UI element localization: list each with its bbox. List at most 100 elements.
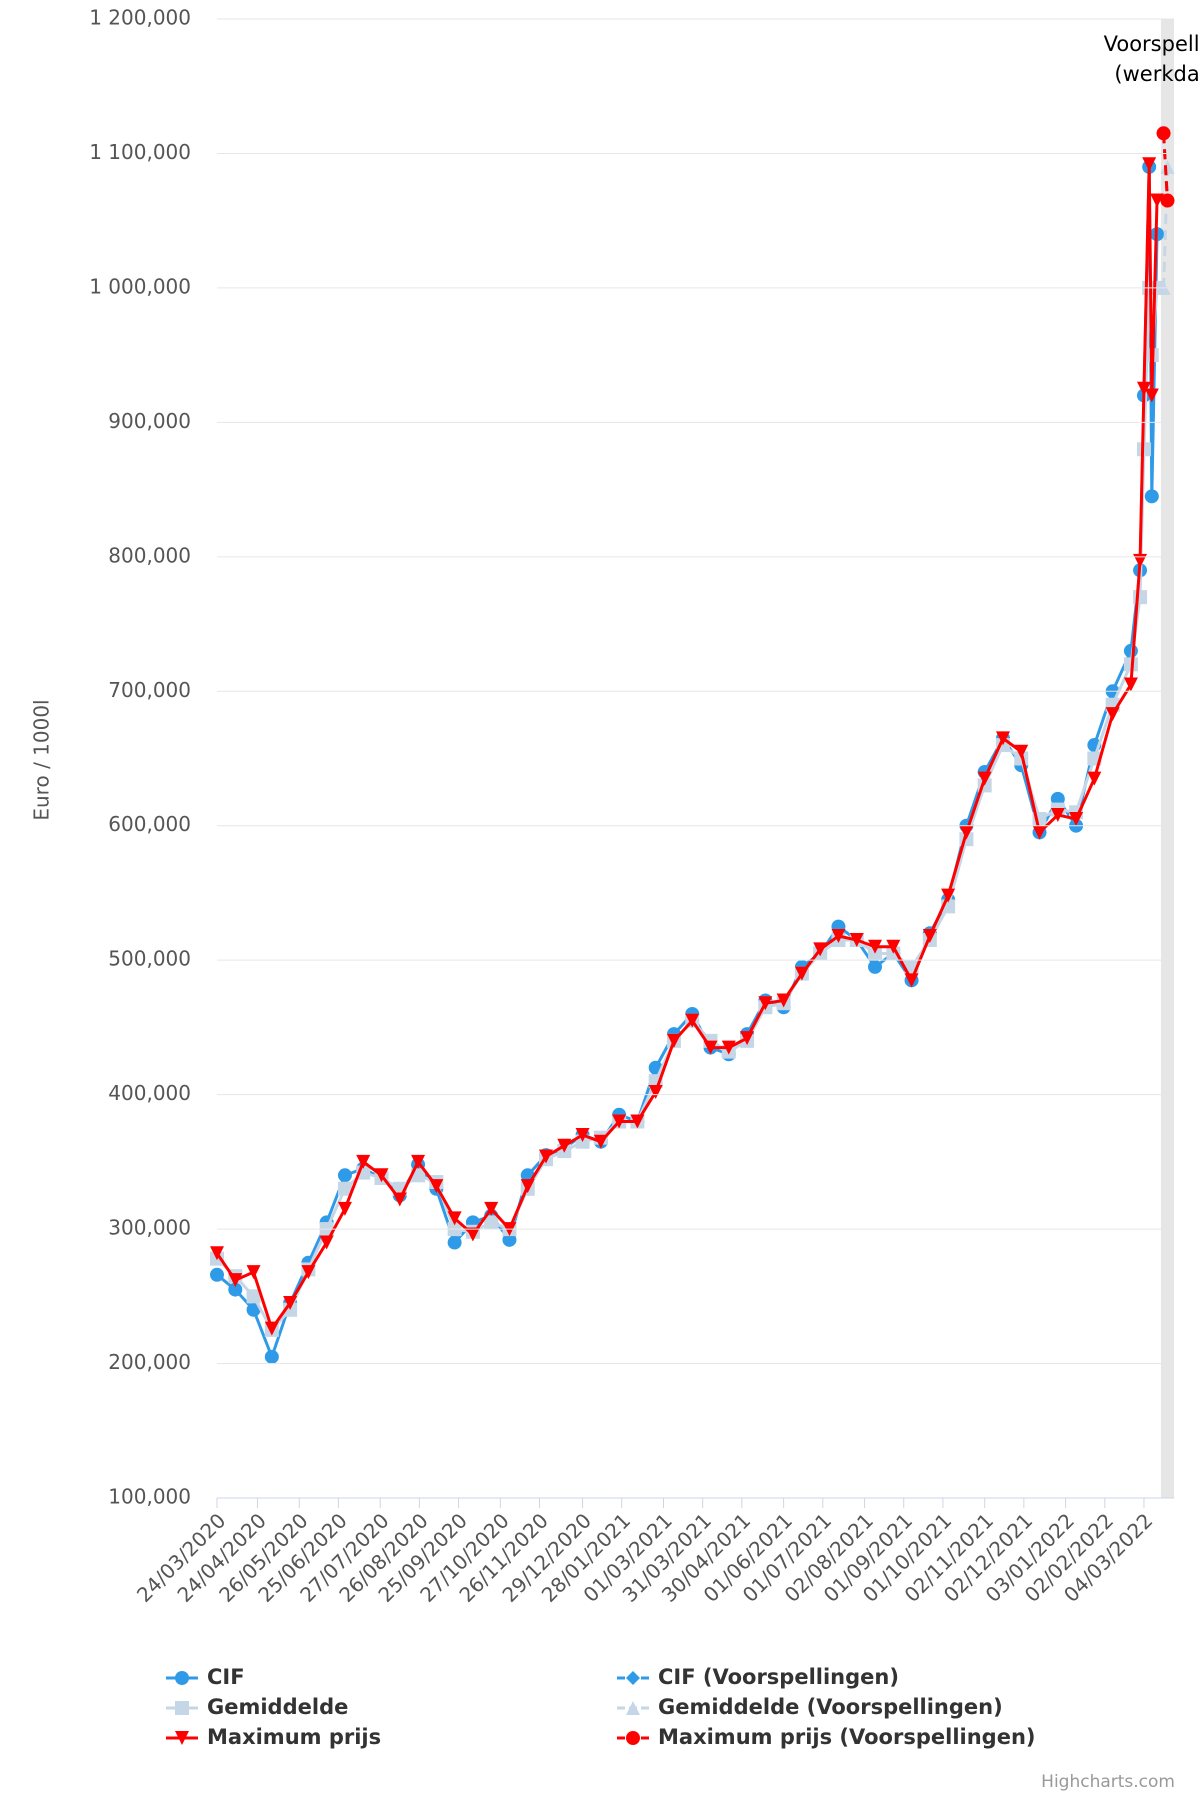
data-point bbox=[1144, 388, 1159, 403]
data-point bbox=[484, 1215, 499, 1230]
data-point bbox=[1144, 489, 1159, 504]
data-point bbox=[868, 959, 883, 974]
data-point bbox=[813, 942, 828, 957]
y-tick-label: 1 000,000 bbox=[89, 274, 191, 298]
data-point bbox=[246, 1265, 261, 1280]
data-point bbox=[1133, 590, 1148, 605]
data-point bbox=[630, 1114, 645, 1129]
data-point bbox=[1160, 193, 1175, 208]
data-point bbox=[1136, 381, 1151, 396]
legend-item: Maximum prijs (Voorspellingen) bbox=[617, 1725, 1036, 1749]
data-point bbox=[941, 888, 956, 903]
legend-label: Maximum prijs (Voorspellingen) bbox=[658, 1725, 1036, 1749]
data-point bbox=[922, 928, 937, 943]
data-point bbox=[210, 1246, 224, 1261]
data-point bbox=[283, 1296, 298, 1311]
data-point bbox=[447, 1211, 462, 1226]
series-line bbox=[1162, 133, 1169, 201]
legend-label: Gemiddelde (Voorspellingen) bbox=[658, 1695, 1003, 1719]
y-tick-label: 100,000 bbox=[108, 1485, 191, 1509]
legend-item: Maximum prijs bbox=[166, 1725, 381, 1749]
legend-symbol bbox=[626, 1701, 640, 1715]
data-point bbox=[612, 1114, 627, 1129]
legend-label: CIF bbox=[207, 1665, 245, 1689]
data-point bbox=[1142, 157, 1157, 172]
data-point bbox=[1150, 193, 1165, 208]
data-point bbox=[904, 973, 919, 988]
data-point bbox=[831, 928, 846, 943]
data-point bbox=[264, 1349, 279, 1364]
data-point bbox=[502, 1232, 517, 1247]
data-point bbox=[557, 1138, 572, 1153]
data-point bbox=[977, 771, 992, 786]
y-tick-label: 600,000 bbox=[108, 812, 191, 836]
legend-item: Gemiddelde bbox=[166, 1695, 348, 1719]
data-point bbox=[337, 1168, 352, 1183]
y-tick-label: 800,000 bbox=[108, 543, 191, 567]
data-point bbox=[465, 1227, 480, 1242]
data-point bbox=[959, 825, 974, 840]
data-point bbox=[1050, 807, 1065, 822]
data-point bbox=[740, 1031, 755, 1046]
y-tick-label: 200,000 bbox=[108, 1350, 191, 1374]
data-point bbox=[246, 1289, 261, 1304]
data-point bbox=[776, 993, 791, 1008]
data-point bbox=[1160, 159, 1175, 174]
plot-band bbox=[1160, 19, 1174, 1498]
series-line bbox=[215, 164, 1159, 1332]
y-tick-label: 1 200,000 bbox=[89, 6, 191, 30]
data-point bbox=[539, 1149, 554, 1164]
y-tick-label: 700,000 bbox=[108, 678, 191, 702]
data-point bbox=[392, 1192, 407, 1207]
data-point bbox=[758, 996, 773, 1011]
data-point bbox=[228, 1273, 243, 1288]
credits: Highcharts.com bbox=[1041, 1772, 1175, 1792]
data-point bbox=[337, 1201, 352, 1216]
data-point bbox=[1123, 677, 1138, 692]
data-point bbox=[374, 1168, 389, 1183]
data-point bbox=[520, 1179, 535, 1194]
data-point bbox=[666, 1033, 681, 1048]
data-point bbox=[721, 1040, 736, 1055]
data-point bbox=[246, 1302, 261, 1317]
data-point bbox=[337, 1181, 352, 1196]
data-point bbox=[794, 966, 809, 981]
legend-symbol bbox=[626, 1671, 640, 1685]
y-axis-title: Euro / 1000l bbox=[30, 699, 54, 820]
data-point bbox=[1156, 126, 1171, 141]
data-point bbox=[995, 731, 1010, 746]
data-point bbox=[703, 1040, 718, 1055]
legend-item: Gemiddelde (Voorspellingen) bbox=[617, 1695, 1003, 1719]
y-tick-label: 1 100,000 bbox=[89, 140, 191, 164]
data-point bbox=[868, 939, 883, 954]
data-point bbox=[575, 1127, 590, 1142]
data-point bbox=[319, 1235, 334, 1250]
plot-area: Voorspellingen (werkdagen) bbox=[210, 19, 1200, 1498]
data-point bbox=[1032, 825, 1047, 840]
legend-item: CIF (Voorspellingen) bbox=[617, 1665, 899, 1689]
y-tick-label: 400,000 bbox=[108, 1081, 191, 1105]
legend-label: CIF (Voorspellingen) bbox=[658, 1665, 899, 1689]
data-point bbox=[1105, 707, 1120, 722]
legend-item: CIF bbox=[166, 1665, 245, 1689]
data-point bbox=[301, 1265, 316, 1280]
data-point bbox=[210, 1267, 224, 1282]
data-point bbox=[593, 1134, 608, 1149]
data-point bbox=[1014, 744, 1029, 759]
data-point bbox=[1050, 791, 1065, 806]
data-point bbox=[1069, 812, 1084, 827]
data-point bbox=[429, 1179, 444, 1194]
data-point bbox=[1133, 553, 1148, 568]
y-tick-label: 300,000 bbox=[108, 1216, 191, 1240]
legend-symbol bbox=[175, 1671, 189, 1685]
data-point bbox=[447, 1235, 462, 1250]
data-point bbox=[886, 939, 901, 954]
data-point bbox=[648, 1084, 663, 1099]
data-point bbox=[228, 1282, 243, 1297]
plot-band-label: Voorspellingen bbox=[1104, 32, 1200, 56]
legend-label: Maximum prijs bbox=[207, 1725, 381, 1749]
legend-symbol bbox=[626, 1731, 640, 1745]
data-point bbox=[484, 1201, 499, 1216]
data-point bbox=[1087, 771, 1102, 786]
